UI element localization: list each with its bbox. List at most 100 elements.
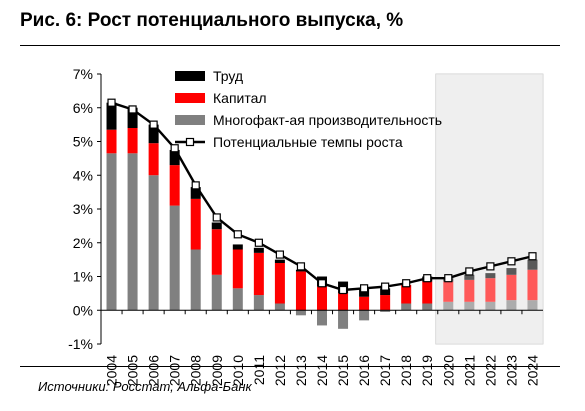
y-tick-label: 6% [73,100,93,116]
bar-capital-2005 [127,128,138,154]
bar-labor-2016 [359,288,370,297]
line-point-2006 [149,120,158,129]
bar-tfp-2017 [380,310,391,312]
y-tick-label: 2% [73,235,93,251]
bar-capital-2023 [506,274,517,301]
x-tick-label-2008: 2008 [188,355,204,386]
bar-tfp-2019 [422,303,433,311]
line-point-2012 [275,250,285,259]
bar-tfp-2016 [359,310,370,321]
bar-tfp-2004 [106,153,117,311]
bar-labor-2007 [169,149,180,166]
y-tick-label: 7% [73,66,93,82]
line-point-2013 [296,262,306,271]
bar-capital-2018 [401,284,412,304]
line-point-2016 [359,284,369,293]
bar-tfp-2005 [127,153,138,311]
bar-capital-2019 [422,281,433,304]
bar-capital-2015 [338,293,349,311]
bar-capital-2014 [317,286,327,311]
bar-labor-2008 [190,187,201,199]
x-tick-label-2010: 2010 [230,355,246,386]
line-point-2009 [212,213,221,222]
bar-labor-2009 [211,222,222,230]
bar-tfp-2022 [485,301,496,311]
line-point-2021 [465,267,474,276]
bar-tfp-2018 [401,303,412,311]
bar-tfp-2011 [253,295,264,311]
bar-capital-2020 [443,281,454,302]
x-tick-label-2024: 2024 [524,355,540,386]
line-point-2023 [507,257,516,266]
title-divider [20,45,560,46]
legend-label-labor: Труд [213,68,243,84]
legend-swatch-labor [175,71,205,81]
bar-capital-2004 [106,129,117,154]
bar-capital-2022 [485,278,496,302]
line-point-2022 [486,262,495,271]
source-note: Источники: Росстат, Альфа-Банк [38,379,252,394]
legend-swatch-marker [185,137,195,147]
line-point-2018 [402,279,411,288]
line-point-2004 [107,98,116,107]
y-tick-label: 3% [73,201,93,217]
line-point-2024 [528,252,537,261]
bar-capital-2009 [211,229,222,275]
bar-labor-2012 [274,259,285,263]
chart-title: Рис. 6: Рост потенциального выпуска, % [20,10,404,31]
bar-tfp-2013 [295,310,306,316]
x-tick-label-2011: 2011 [251,355,267,385]
line-point-2007 [170,144,179,153]
bar-labor-2013 [295,269,306,272]
x-tick-label-2005: 2005 [125,355,141,386]
bar-capital-2008 [190,198,201,250]
y-tick-label: 0% [73,302,93,318]
x-tick-label-2015: 2015 [335,355,351,386]
bar-tfp-2006 [148,175,159,311]
bar-labor-2010 [232,244,243,250]
x-tick-label-2023: 2023 [503,355,519,386]
x-tick-label-2019: 2019 [419,355,435,386]
bar-tfp-2012 [274,303,285,311]
bar-capital-2006 [148,143,159,176]
bar-tfp-2024 [527,300,538,311]
x-tick-label-2021: 2021 [461,355,477,386]
potential-growth-line-layer [107,98,537,295]
bar-tfp-2014 [317,310,327,326]
bar-capital-2011 [253,252,264,296]
y-tick-label: 1% [73,269,93,285]
x-tick-label-2022: 2022 [482,355,498,386]
x-tick-labels: 2004 2005 2006 2007 2008 2009 2010 2011 2012 2013… [104,355,541,386]
bar-labor-2023 [506,268,517,275]
bar-tfp-2008 [190,249,201,311]
legend-label-line: Потенциальные темпы роста [213,134,403,150]
bar-capital-2013 [295,271,306,311]
x-tick-label-2020: 2020 [440,355,456,386]
bar-capital-2012 [274,263,285,304]
line-point-2008 [191,181,200,190]
line-point-2015 [338,285,348,295]
legend-label-tfp: Многофакт-ая производительность [213,112,442,128]
bar-tfp-2023 [506,300,517,311]
bar-labor-2011 [253,247,264,253]
bar-labor-2024 [527,259,538,270]
line-point-2017 [381,282,390,291]
line-point-2020 [444,274,453,283]
y-tick-label: -1% [68,336,93,352]
bar-capital-2021 [464,279,475,302]
bar-labor-2022 [485,273,496,279]
x-tick-label-2017: 2017 [377,355,393,386]
bar-labor-2021 [464,274,475,280]
legend-swatch-capital [175,93,205,103]
bar-capital-2007 [169,165,180,206]
bar-capital-2016 [359,296,370,311]
bar-tfp-2021 [464,301,475,311]
bar-tfp-2007 [169,205,180,311]
line-point-2010 [233,230,242,239]
line-point-2014 [317,279,327,288]
x-tick-label-2013: 2013 [293,355,309,386]
bar-capital-2024 [527,269,538,301]
x-tick-label-2009: 2009 [209,355,225,386]
axis-layer: -1% 0% 1% 2% 3% 4% 5% 6% 7% [68,66,543,352]
